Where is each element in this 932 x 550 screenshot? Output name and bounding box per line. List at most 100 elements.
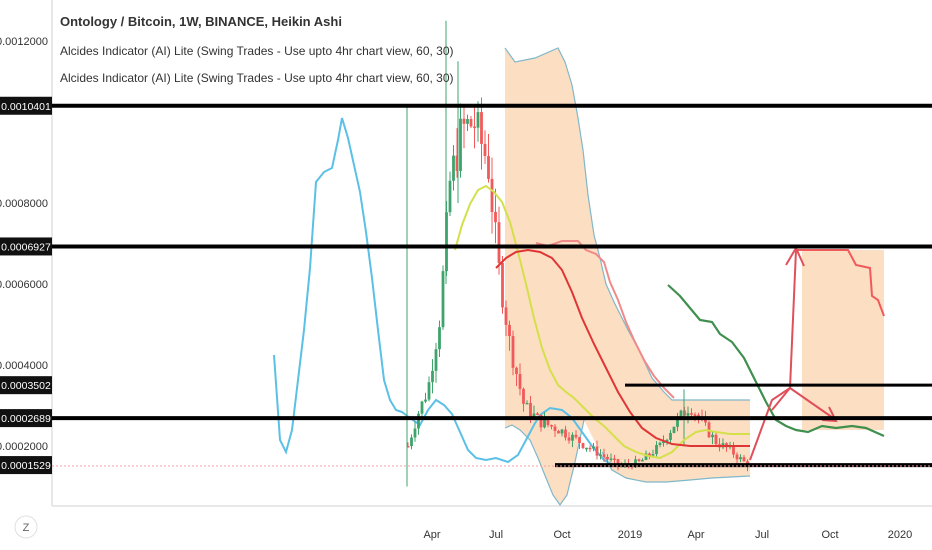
candle-body (483, 143, 487, 157)
candle-body (560, 429, 564, 434)
candle-body (504, 307, 508, 325)
candle-body (448, 180, 452, 213)
candle-body (704, 418, 707, 423)
x-tick-label: Jul (489, 529, 503, 541)
band-lower-edge-left (504, 419, 585, 507)
candle-body (466, 119, 469, 124)
candle-body (662, 441, 665, 444)
x-axis-ticks: Apr Jul Oct 2019 Apr Jul Oct 2020 (423, 529, 912, 541)
candle-body (585, 447, 588, 450)
y-tick-label: 0.0002000 (0, 441, 48, 453)
pink-signal-line (535, 240, 675, 399)
candle-body (522, 388, 525, 404)
candle-body (714, 434, 718, 445)
candle-body (518, 374, 522, 389)
candle-body (452, 155, 455, 181)
candle-body (564, 429, 567, 438)
candle-body (420, 401, 424, 414)
candle-body (501, 262, 504, 308)
candle-body (686, 413, 690, 416)
level-label: 0.0002689 (1, 413, 51, 425)
level-label: 0.0001529 (1, 460, 51, 472)
indicator-legend-1: Alcides Indicator (AI) Lite (Swing Trade… (60, 44, 454, 58)
candle-body (459, 118, 462, 171)
candle-body (455, 155, 459, 171)
candle-body (536, 413, 539, 415)
level-lines-group (52, 103, 932, 468)
arrow-path-up (749, 249, 797, 461)
candle-body (602, 454, 606, 457)
candle-body (553, 426, 557, 431)
candle-body (539, 414, 543, 428)
x-tick-label: Oct (821, 529, 838, 541)
candle-body (515, 367, 518, 375)
candle-body (742, 457, 746, 462)
y-axis-ticks: 0.0012000 0.0008000 0.0006000 0.0004000 0.00… (0, 36, 48, 453)
candle-body (511, 336, 515, 368)
candle-body (606, 456, 609, 460)
projection-band-left (505, 48, 750, 505)
candle-body (497, 222, 501, 263)
candle-body (427, 382, 431, 400)
candle-body (557, 430, 560, 434)
candle-body (410, 437, 413, 447)
candle-body (571, 434, 574, 441)
band-lower-edge-right (601, 451, 751, 483)
candle-body (413, 428, 417, 438)
timescale-button[interactable] (14, 515, 38, 539)
candle-body (739, 457, 742, 460)
green-projection-line (667, 284, 885, 438)
level-label: 0.0010401 (1, 101, 51, 113)
level-label-bg (0, 409, 52, 428)
level-label-bg (0, 96, 52, 115)
candle-body (424, 399, 427, 402)
candle-body (641, 459, 644, 462)
red-ma-line (495, 248, 750, 447)
x-tick-label: 2020 (888, 529, 912, 541)
candle-body (679, 410, 683, 417)
x-tick-label: Apr (687, 529, 704, 541)
candle-body (658, 442, 662, 446)
candle-body (592, 446, 595, 449)
candle-body (651, 454, 655, 456)
candle-body (581, 443, 585, 448)
candle-body (480, 112, 483, 144)
candle-body (609, 458, 613, 460)
candle-body (462, 118, 466, 124)
candle-body (613, 458, 616, 460)
candle-body (525, 402, 529, 405)
level-label: 0.0003502 (1, 380, 51, 392)
candle-body (417, 413, 420, 429)
candle-body (732, 445, 735, 455)
candle-body (487, 156, 490, 179)
red-projection-line (796, 249, 885, 317)
candle-body (438, 327, 441, 350)
candle-body (546, 419, 550, 426)
candle-body (735, 454, 739, 460)
y-tick-label: 0.0008000 (0, 198, 48, 210)
candle-body (532, 413, 536, 417)
arrow-path-branch (771, 387, 791, 411)
candle-body (665, 439, 669, 442)
x-tick-label: 2019 (618, 529, 642, 541)
candle-body (690, 413, 693, 415)
candle-body (595, 446, 599, 456)
x-tick-label: Apr (423, 529, 440, 541)
timescale-button-label: Z (23, 522, 30, 534)
candle-body (655, 445, 658, 455)
projection-band-right (802, 250, 884, 430)
y-tick-label: 0.0006000 (0, 279, 48, 291)
arrow-path-down (789, 387, 837, 421)
candle-body (434, 349, 438, 371)
x-tick-label: Jul (755, 529, 769, 541)
candle-body (441, 271, 445, 328)
candle-body (469, 119, 473, 127)
candle-body (567, 437, 571, 441)
candle-body (711, 434, 714, 438)
candle-body (648, 453, 651, 456)
trend-arrows (749, 245, 838, 461)
yellow-ma-line (454, 184, 750, 460)
